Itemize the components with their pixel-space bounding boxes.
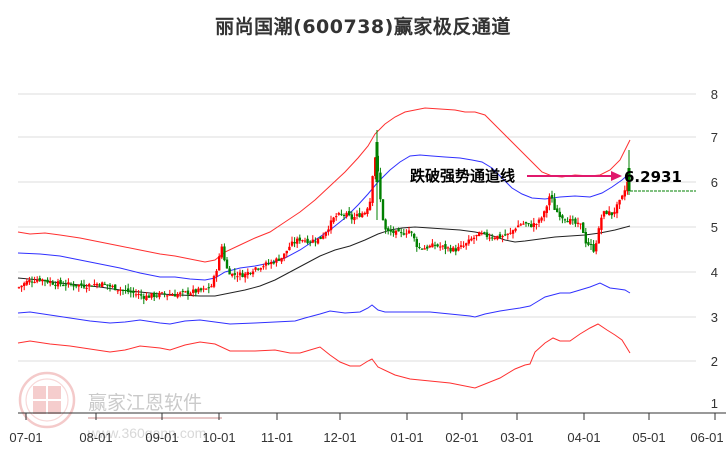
outer-lower-band [17,323,631,389]
annotation-price: 6.2931 [624,168,682,186]
chart-title: 丽尚国潮(600738)赢家极反通道 [215,16,511,38]
breakout-annotation: 跌破强势通道线 6.2931 [410,167,682,186]
inner-lower-band [17,282,631,325]
candlesticks [17,130,631,305]
svg-text:01-01: 01-01 [390,430,423,445]
x-axis: 07-01 08-01 09-01 10-01 11-01 12-01 01-0… [9,412,726,445]
svg-text:5: 5 [711,220,718,235]
svg-text:10-01: 10-01 [202,430,235,445]
svg-text:04-01: 04-01 [567,430,600,445]
outer-upper-band [17,107,631,263]
watermark-text: 赢家江恩软件 [88,392,202,414]
svg-text:6: 6 [711,175,718,190]
middle-line [17,225,631,297]
svg-text:05-01: 05-01 [632,430,665,445]
svg-text:2: 2 [711,354,718,369]
svg-text:4: 4 [711,265,718,280]
svg-text:8: 8 [711,87,718,102]
inner-upper-band [17,154,631,281]
grid [18,93,696,362]
watermark: 赢家江恩软件 www.360gann.com [18,371,222,441]
svg-text:1: 1 [711,396,718,411]
svg-text:3: 3 [711,310,718,325]
svg-text:09-01: 09-01 [145,430,178,445]
annotation-label: 跌破强势通道线 [410,167,515,185]
svg-text:7: 7 [711,130,718,145]
svg-text:03-01: 03-01 [500,430,533,445]
y-axis-labels: 8 7 6 5 4 3 2 1 [711,87,718,411]
watermark-url: www.360gann.com [87,425,206,441]
arrow-head-icon [611,171,622,181]
svg-text:12-01: 12-01 [323,430,356,445]
svg-text:02-01: 02-01 [445,430,478,445]
svg-text:08-01: 08-01 [79,430,112,445]
svg-text:07-01: 07-01 [9,430,42,445]
svg-text:11-01: 11-01 [261,430,293,445]
svg-text:06-01: 06-01 [690,430,723,445]
